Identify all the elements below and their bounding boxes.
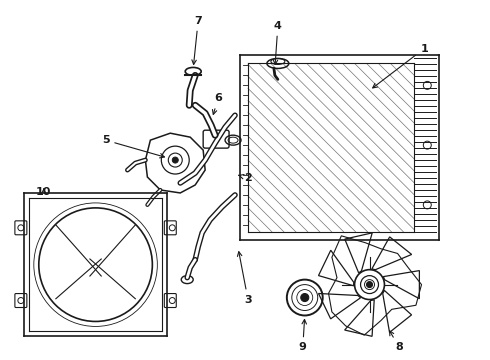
Text: 3: 3 <box>238 252 252 305</box>
Text: 9: 9 <box>299 319 307 352</box>
Text: 4: 4 <box>273 21 282 64</box>
Text: 7: 7 <box>192 15 202 64</box>
Circle shape <box>367 282 372 288</box>
Text: 2: 2 <box>239 173 252 183</box>
Text: 8: 8 <box>390 331 403 352</box>
Text: 5: 5 <box>102 135 165 158</box>
Text: 1: 1 <box>373 44 428 88</box>
Circle shape <box>172 157 178 163</box>
Circle shape <box>301 293 309 302</box>
Text: 10: 10 <box>36 187 51 197</box>
Text: 6: 6 <box>213 93 222 114</box>
